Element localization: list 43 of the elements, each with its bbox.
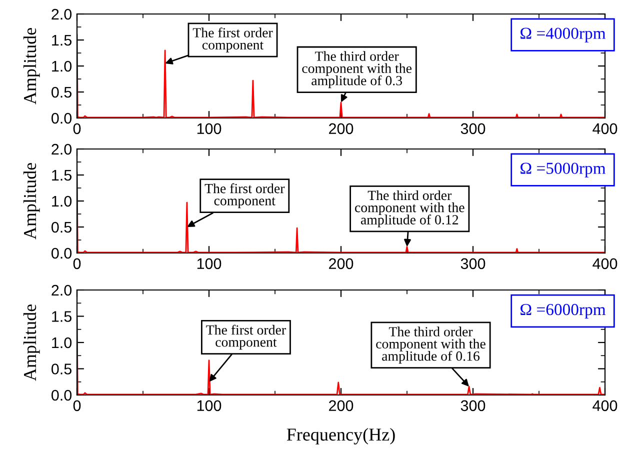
y-tick-label: 1.0	[52, 60, 72, 72]
x-axis-title: Frequency(Hz)	[286, 428, 395, 444]
y-tick-label: 1.0	[52, 196, 72, 207]
x-tick-label: 200	[329, 400, 354, 412]
y-axis-title: Amplitude	[23, 28, 40, 104]
y-tick-label: 1.5	[52, 311, 72, 322]
y-tick-label: 0.5	[52, 364, 72, 374]
annotation: The first order component	[192, 28, 273, 52]
x-tick-label: 200	[329, 123, 354, 134]
annotation: The third order component with the amplitude of 0.3	[302, 51, 412, 88]
y-tick-label: 2.0	[52, 284, 72, 296]
x-tick-label: 100	[197, 400, 222, 412]
x-tick-label: 100	[197, 123, 222, 134]
y-tick-label: 2.0	[52, 144, 72, 155]
x-tick-label: 400	[592, 258, 618, 270]
y-tick-label: 0.0	[52, 112, 72, 124]
annotation: The third order component with the amplitude of 0.12	[355, 190, 464, 228]
annotation: The first order component	[204, 183, 285, 208]
x-tick-label: 0	[73, 258, 81, 270]
x-tick-label: 200	[329, 258, 354, 270]
annotation: Ω =4000rpm	[520, 28, 606, 42]
y-tick-label: 0.5	[52, 86, 72, 98]
y-axis-title: Amplitude	[23, 163, 40, 240]
x-tick-label: 400	[592, 400, 618, 412]
y-tick-label: 1.0	[52, 337, 72, 348]
x-tick-label: 400	[592, 123, 618, 134]
annotation: Ω =6000rpm	[520, 304, 606, 319]
y-tick-label: 1.5	[52, 35, 72, 46]
x-tick-label: 300	[460, 400, 486, 412]
annotation: The first order component	[206, 324, 286, 350]
y-tick-label: 0.0	[52, 390, 72, 401]
x-tick-label: 300	[460, 258, 486, 270]
y-tick-label: 2.0	[52, 8, 72, 20]
y-tick-label: 1.5	[52, 170, 72, 181]
annotation: The third order component with the amplitude of 0.16	[376, 326, 486, 364]
y-axis-title: Amplitude	[23, 304, 40, 381]
x-tick-label: 100	[197, 258, 222, 270]
x-tick-label: 300	[460, 123, 486, 134]
x-tick-label: 0	[73, 400, 81, 412]
annotation: Ω =5000rpm	[520, 162, 606, 178]
y-tick-label: 0.5	[52, 222, 72, 233]
x-tick-label: 0	[73, 123, 81, 134]
y-tick-label: 0.0	[52, 248, 72, 259]
